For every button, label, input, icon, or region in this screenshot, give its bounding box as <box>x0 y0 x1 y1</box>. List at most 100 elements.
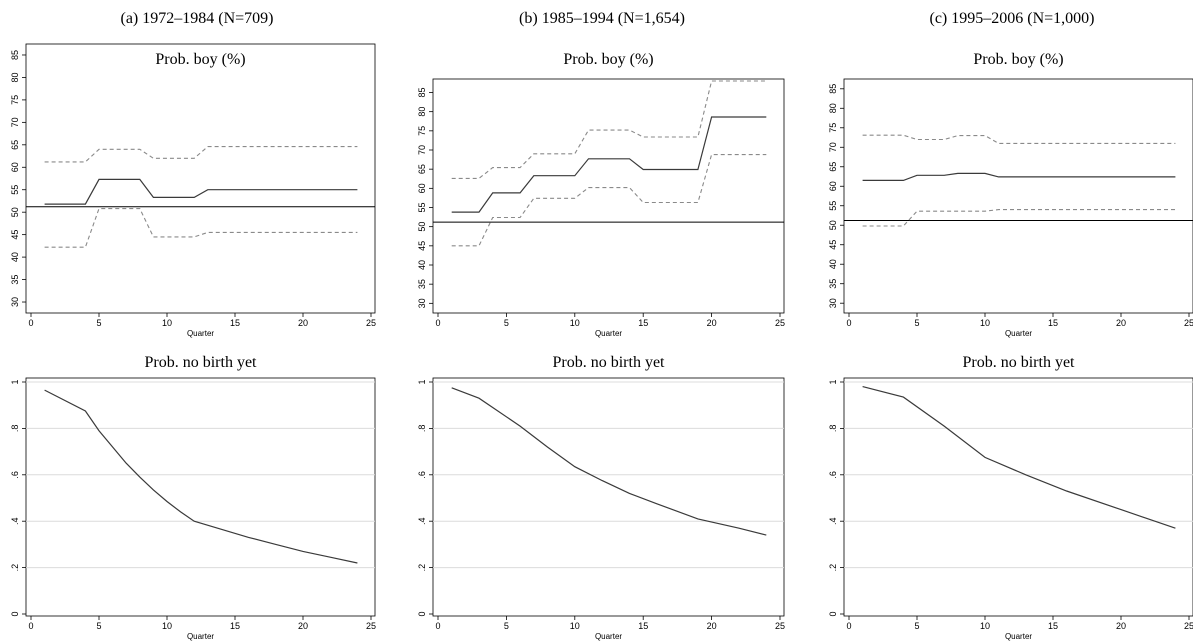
y-tick-label: .8 <box>10 425 20 433</box>
y-tick-label: 70 <box>417 145 427 155</box>
y-tick-label: 35 <box>10 275 20 285</box>
y-tick-label: .4 <box>417 517 427 525</box>
y-tick-label: 55 <box>417 202 427 212</box>
y-tick-label: .2 <box>10 564 20 572</box>
y-tick-label: 45 <box>417 241 427 251</box>
plot-frame <box>843 377 1193 617</box>
y-tick-label: 1 <box>10 379 20 384</box>
series-line-dashed-upper <box>451 80 767 179</box>
y-tick-label: 0 <box>10 611 20 616</box>
x-tick-label: 0 <box>28 621 33 631</box>
x-tick-label: 20 <box>298 621 308 631</box>
panel-c-title: (c) 1995–2006 (N=1,000) <box>929 10 1095 27</box>
y-tick-label: 70 <box>828 142 838 152</box>
series-line-dashed-upper <box>862 134 1176 144</box>
y-tick-label: 80 <box>10 72 20 82</box>
y-tick-label: .8 <box>828 425 838 433</box>
y-tick-label: 75 <box>10 95 20 105</box>
series-line-dashed-lower <box>862 209 1176 227</box>
x-axis-label: Quarter <box>187 632 214 641</box>
y-tick-label: 75 <box>417 126 427 136</box>
x-tick-label: 20 <box>707 318 717 328</box>
y-tick-label: .6 <box>828 471 838 479</box>
y-tick-label: 45 <box>10 230 20 240</box>
x-tick-label: 5 <box>96 621 101 631</box>
chart-title: Prob. boy (%) <box>155 51 245 68</box>
y-tick-label: 40 <box>417 260 427 270</box>
x-tick-label: 5 <box>504 621 509 631</box>
y-tick-label: 65 <box>828 162 838 172</box>
chart-a-top: Prob. boy (%) 30 35 40 45 50 55 60 65 70 75 80 85 0 5 1… <box>10 43 376 338</box>
x-tick-label: 20 <box>1116 621 1126 631</box>
y-tick-label: 60 <box>828 181 838 191</box>
y-tick-label: .6 <box>10 471 20 479</box>
x-tick-label: 20 <box>298 318 308 328</box>
x-tick-label: 0 <box>846 318 851 328</box>
x-axis-label: Quarter <box>187 329 214 338</box>
y-tick-label: 70 <box>10 117 20 127</box>
y-tick-label: 85 <box>10 50 20 60</box>
x-tick-label: 5 <box>504 318 509 328</box>
y-tick-label: 50 <box>417 222 427 232</box>
y-tick-label: 30 <box>417 298 427 308</box>
plot-frame <box>432 78 785 314</box>
x-tick-label: 25 <box>366 621 376 631</box>
y-tick-label: 1 <box>417 379 427 384</box>
x-tick-label: 25 <box>1184 621 1193 631</box>
series-line-estimate <box>862 172 1176 181</box>
series-line-dashed-lower <box>451 154 767 247</box>
chart-title: Prob. boy (%) <box>563 51 653 68</box>
series-line-estimate <box>44 178 358 205</box>
x-axis-label: Quarter <box>595 632 622 641</box>
x-tick-label: 10 <box>570 318 580 328</box>
y-tick-label: 65 <box>417 164 427 174</box>
y-tick-label: 0 <box>828 611 838 616</box>
y-tick-label: .2 <box>828 564 838 572</box>
x-tick-label: 20 <box>707 621 717 631</box>
chart-title: Prob. no birth yet <box>145 354 258 371</box>
y-tick-label: .2 <box>417 564 427 572</box>
series-line-estimate <box>44 389 358 564</box>
x-tick-label: 25 <box>775 621 785 631</box>
chart-title: Prob. no birth yet <box>963 354 1076 371</box>
y-tick-label: .6 <box>417 471 427 479</box>
series-line-estimate <box>862 386 1176 529</box>
x-tick-label: 5 <box>96 318 101 328</box>
y-tick-label: 1 <box>828 379 838 384</box>
plot-frame <box>432 377 785 617</box>
y-tick-label: 35 <box>417 279 427 289</box>
x-tick-label: 0 <box>435 621 440 631</box>
plot-frame <box>25 377 376 617</box>
x-tick-label: 15 <box>230 318 240 328</box>
y-tick-label: 45 <box>828 240 838 250</box>
plot-frame <box>25 43 376 314</box>
x-tick-label: 10 <box>162 621 172 631</box>
x-tick-label: 20 <box>1116 318 1126 328</box>
x-tick-label: 10 <box>980 318 990 328</box>
x-tick-label: 10 <box>980 621 990 631</box>
x-axis-label: Quarter <box>1005 329 1032 338</box>
series-line-dashed-upper <box>44 146 358 163</box>
panel-b-title: (b) 1985–1994 (N=1,654) <box>519 10 685 27</box>
chart-title: Prob. boy (%) <box>973 51 1063 68</box>
y-tick-label: 30 <box>828 298 838 308</box>
y-tick-label: 60 <box>10 162 20 172</box>
y-tick-label: 75 <box>828 123 838 133</box>
y-tick-label: 55 <box>828 201 838 211</box>
y-tick-label: .8 <box>417 425 427 433</box>
x-tick-label: 0 <box>28 318 33 328</box>
y-tick-label: 30 <box>10 297 20 307</box>
y-tick-label: 85 <box>828 84 838 94</box>
x-tick-label: 25 <box>366 318 376 328</box>
series-line-dashed-lower <box>44 208 358 248</box>
x-tick-label: 5 <box>914 621 919 631</box>
x-tick-label: 10 <box>162 318 172 328</box>
x-tick-label: 5 <box>914 318 919 328</box>
x-tick-label: 15 <box>638 318 648 328</box>
y-tick-label: 60 <box>417 183 427 193</box>
y-tick-label: 0 <box>417 611 427 616</box>
x-tick-label: 25 <box>1184 318 1193 328</box>
y-tick-label: 35 <box>828 279 838 289</box>
y-tick-label: 80 <box>828 103 838 113</box>
